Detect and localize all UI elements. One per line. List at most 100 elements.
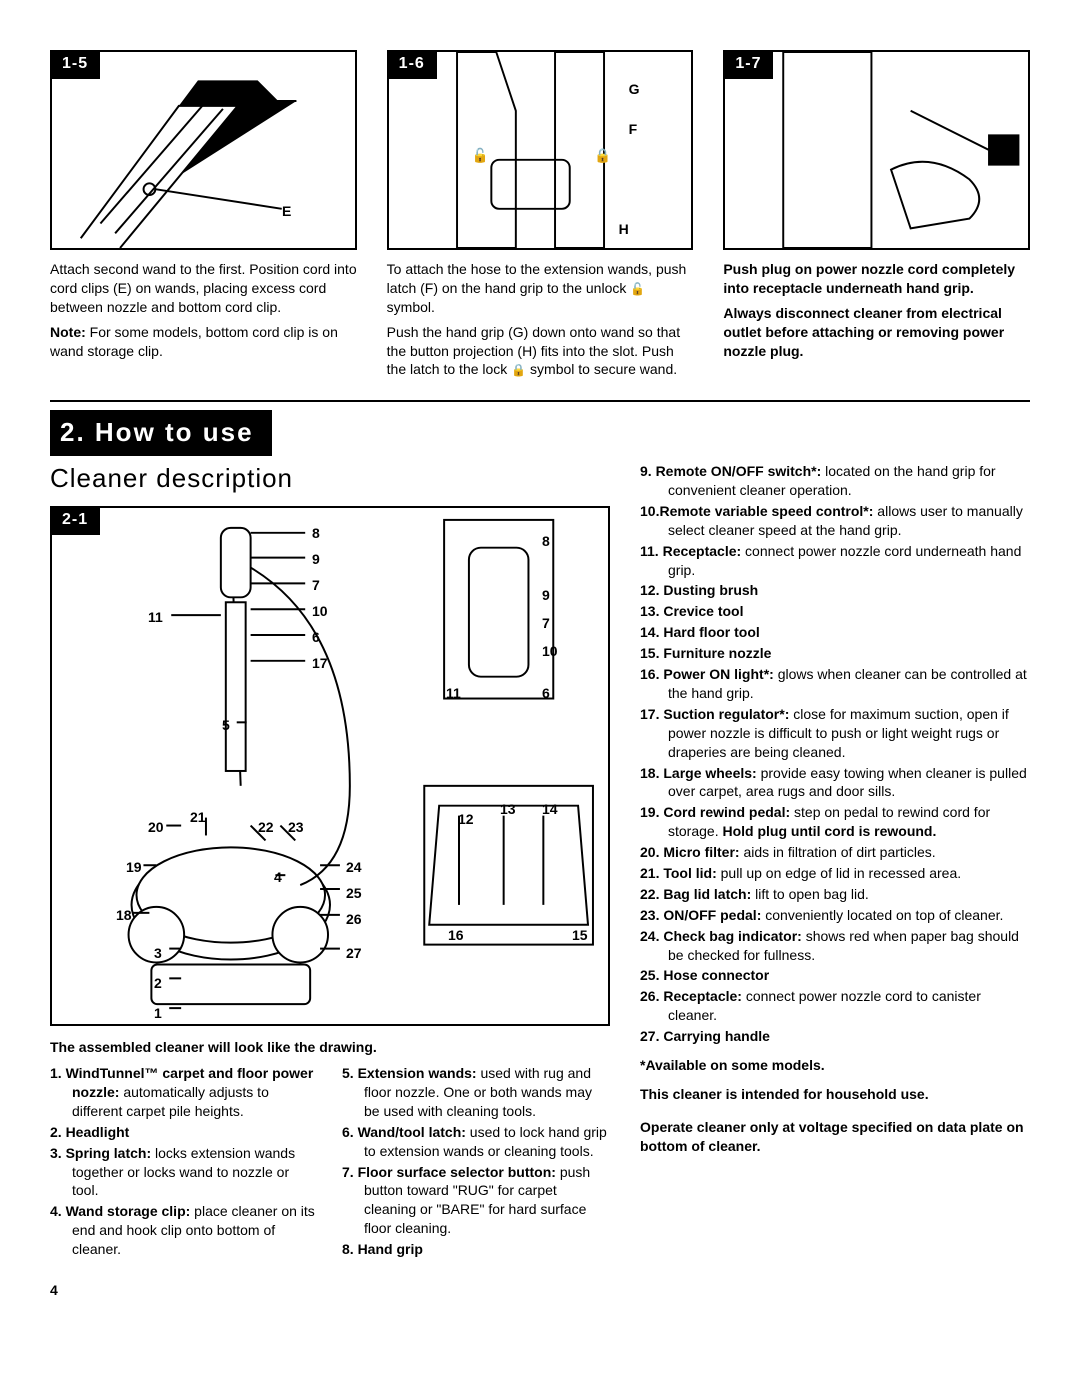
desc-item: 17. Suction regulator*: close for maximu… bbox=[640, 705, 1030, 762]
section-title: 2. How to use bbox=[50, 410, 272, 456]
callout: 2 bbox=[154, 974, 162, 992]
callout: 15 bbox=[572, 926, 588, 944]
callout: 20 bbox=[148, 818, 164, 836]
figure-1-7-caption: Push plug on power nozzle cord completel… bbox=[723, 260, 1030, 360]
diagram-2-1: 2-1 bbox=[50, 506, 610, 1026]
note-text: This cleaner is intended for household u… bbox=[640, 1085, 1030, 1104]
desc-item: 5. Extension wands: used with rug and fl… bbox=[342, 1064, 610, 1121]
desc-item: 14. Hard floor tool bbox=[640, 623, 1030, 642]
callout: 1 bbox=[154, 1004, 162, 1022]
caption-text: Always disconnect cleaner from electrica… bbox=[723, 304, 1030, 361]
diagram-2-1-svg bbox=[52, 508, 608, 1024]
callout-G: G bbox=[629, 80, 640, 98]
callout: 23 bbox=[288, 818, 304, 836]
callout: 22 bbox=[258, 818, 274, 836]
caption-text: To attach the hose to the extension wand… bbox=[387, 260, 694, 317]
desc-item: 3. Spring latch: locks extension wands t… bbox=[50, 1144, 318, 1201]
desc-item: 11. Receptacle: connect power nozzle cor… bbox=[640, 542, 1030, 580]
caption-text: Attach second wand to the first. Positio… bbox=[50, 260, 357, 317]
callout: 6 bbox=[312, 628, 320, 646]
callout: 10 bbox=[312, 602, 328, 620]
description-col-1: 1. WindTunnel™ carpet and floor power no… bbox=[50, 1064, 318, 1261]
caption-text: Push plug on power nozzle cord completel… bbox=[723, 260, 1030, 298]
callout: 7 bbox=[312, 576, 320, 594]
svg-text:🔒: 🔒 bbox=[594, 148, 611, 164]
callout: 9 bbox=[312, 550, 320, 568]
callout: 11 bbox=[148, 608, 163, 626]
subsection-title: Cleaner description bbox=[50, 462, 610, 496]
callout: 3 bbox=[154, 944, 162, 962]
callout: 25 bbox=[346, 884, 362, 902]
callout: 8 bbox=[312, 524, 320, 542]
figure-1-5-caption: Attach second wand to the first. Positio… bbox=[50, 260, 357, 360]
note-text: *Available on some models. bbox=[640, 1056, 1030, 1075]
callout: 11 bbox=[446, 684, 461, 702]
figure-label: 1-5 bbox=[50, 50, 100, 79]
desc-item: 15. Furniture nozzle bbox=[640, 644, 1030, 663]
figure-1-7: 1-7 bbox=[723, 50, 1030, 250]
desc-item: 27. Carrying handle bbox=[640, 1027, 1030, 1046]
desc-item: 1. WindTunnel™ carpet and floor power no… bbox=[50, 1064, 318, 1121]
callout-F: F bbox=[629, 120, 638, 138]
figure-1-5: 1-5 E bbox=[50, 50, 357, 250]
callout-E: E bbox=[282, 202, 291, 220]
page-number: 4 bbox=[50, 1281, 1030, 1299]
callout: 14 bbox=[542, 800, 558, 818]
description-heading: The assembled cleaner will look like the… bbox=[50, 1038, 610, 1056]
desc-item: 16. Power ON light*: glows when cleaner … bbox=[640, 665, 1030, 703]
callout-H: H bbox=[619, 220, 629, 238]
section-divider bbox=[50, 400, 1030, 402]
main-right-column: 9. Remote ON/OFF switch*: located on the… bbox=[640, 462, 1030, 1261]
desc-item: 10.Remote variable speed control*: allow… bbox=[640, 502, 1030, 540]
figure-1-7-svg bbox=[725, 52, 1028, 248]
callout: 16 bbox=[448, 926, 464, 944]
desc-item: 12. Dusting brush bbox=[640, 581, 1030, 600]
desc-item: 9. Remote ON/OFF switch*: located on the… bbox=[640, 462, 1030, 500]
callout: 5 bbox=[222, 716, 230, 734]
figure-1-6: 1-6 🔓 🔒 G F H bbox=[387, 50, 694, 250]
desc-item: 23. ON/OFF pedal: conveniently located o… bbox=[640, 906, 1030, 925]
callout: 21 bbox=[190, 808, 206, 826]
desc-item: 8. Hand grip bbox=[342, 1240, 610, 1259]
description-columns: 1. WindTunnel™ carpet and floor power no… bbox=[50, 1064, 610, 1261]
desc-item: 2. Headlight bbox=[50, 1123, 318, 1142]
description-col-2: 5. Extension wands: used with rug and fl… bbox=[342, 1064, 610, 1261]
callout: 26 bbox=[346, 910, 362, 928]
caption-text: Note: For some models, bottom cord clip … bbox=[50, 323, 357, 361]
figure-1-5-svg bbox=[52, 52, 355, 248]
figure-1-6-svg: 🔓 🔒 bbox=[389, 52, 692, 248]
desc-item: 18. Large wheels: provide easy towing wh… bbox=[640, 764, 1030, 802]
figure-1-6-col: 1-6 🔓 🔒 G F H To attach the hose to the … bbox=[387, 50, 694, 385]
top-figure-row: 1-5 E Attach second wand to the first. P… bbox=[50, 50, 1030, 385]
desc-item: 26. Receptacle: connect power nozzle cor… bbox=[640, 987, 1030, 1025]
callout: 7 bbox=[542, 614, 550, 632]
note-text: Operate cleaner only at voltage specifie… bbox=[640, 1118, 1030, 1156]
main-content-row: Cleaner description 2-1 bbox=[50, 462, 1030, 1261]
svg-text:🔓: 🔓 bbox=[471, 147, 488, 164]
figure-1-6-caption: To attach the hose to the extension wand… bbox=[387, 260, 694, 379]
caption-text: Push the hand grip (G) down onto wand so… bbox=[387, 323, 694, 380]
callout: 12 bbox=[458, 810, 474, 828]
desc-item: 21. Tool lid: pull up on edge of lid in … bbox=[640, 864, 1030, 883]
figure-1-5-col: 1-5 E Attach second wand to the first. P… bbox=[50, 50, 357, 385]
callout: 19 bbox=[126, 858, 142, 876]
figure-label: 1-7 bbox=[723, 50, 773, 79]
desc-item: 4. Wand storage clip: place cleaner on i… bbox=[50, 1202, 318, 1259]
desc-item: 22. Bag lid latch: lift to open bag lid. bbox=[640, 885, 1030, 904]
callout: 17 bbox=[312, 654, 328, 672]
callout: 4 bbox=[274, 868, 282, 886]
figure-label: 1-6 bbox=[387, 50, 437, 79]
desc-item: 7. Floor surface selector button: push b… bbox=[342, 1163, 610, 1239]
desc-item: 6. Wand/tool latch: used to lock hand gr… bbox=[342, 1123, 610, 1161]
figure-label: 2-1 bbox=[50, 506, 100, 535]
callout: 18 bbox=[116, 906, 132, 924]
main-left-column: Cleaner description 2-1 bbox=[50, 462, 610, 1261]
callout: 6 bbox=[542, 684, 550, 702]
desc-item: 20. Micro filter: aids in filtration of … bbox=[640, 843, 1030, 862]
callout: 8 bbox=[542, 532, 550, 550]
figure-1-7-col: 1-7 Push plug on power nozzle cord compl… bbox=[723, 50, 1030, 385]
desc-item: 25. Hose connector bbox=[640, 966, 1030, 985]
callout: 9 bbox=[542, 586, 550, 604]
desc-item: 13. Crevice tool bbox=[640, 602, 1030, 621]
section-2: 2. How to use Cleaner description 2-1 bbox=[50, 410, 1030, 1261]
